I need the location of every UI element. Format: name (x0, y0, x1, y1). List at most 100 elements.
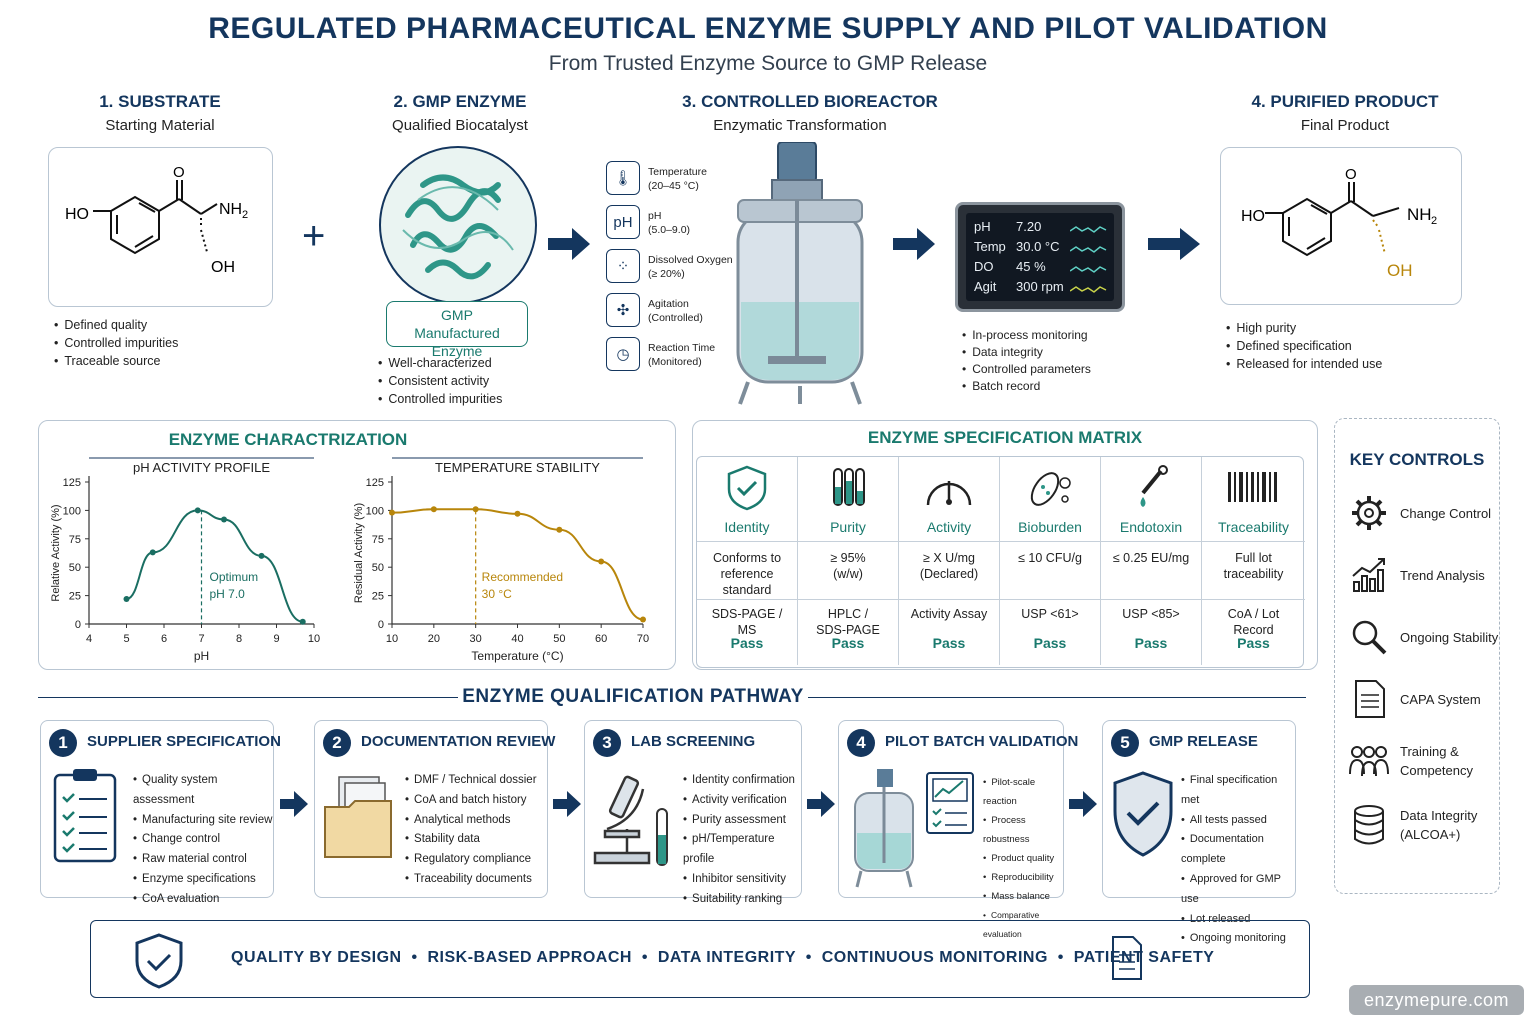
spec-col-endotoxin: Endotoxin ≤ 0.25 EU/mg USP <85> Pass (1101, 457, 1202, 665)
svg-text:HO: HO (65, 206, 89, 223)
product-molecule-card: O HO NH 2 OH (1220, 147, 1462, 305)
y-tick-label: 25 (372, 591, 384, 603)
shield-check-icon (135, 933, 183, 989)
key-control-data-integrity: Data Integrity (ALCOA+) (1348, 800, 1477, 850)
x-tick-label: 5 (123, 633, 129, 645)
stage-3-heading: 3. CONTROLLED BIOREACTOR (682, 92, 938, 111)
series-line (126, 509, 303, 623)
stage-4-heading: 4. PURIFIED PRODUCT (1251, 92, 1439, 111)
trend-icon (1352, 558, 1385, 592)
process-monitor: pH 7.20 Temp 30.0 °C DO 45 % Agit 300 rpm (955, 202, 1125, 312)
y-tick-label: 100 (63, 505, 81, 517)
data-point (221, 516, 227, 523)
spec-col-bioburden: Bioburden ≤ 10 CFU/g USP <61> Pass (1000, 457, 1101, 665)
x-axis-label: pH (194, 649, 209, 663)
svg-text:2: 2 (1431, 215, 1437, 227)
annotation-line-2: pH 7.0 (210, 587, 246, 601)
database-icon (1354, 805, 1384, 845)
chart-title: TEMPERATURE STABILITY (435, 460, 600, 475)
oxygen-icon: ⁘ (606, 249, 640, 283)
monitor-row-agit: Agit 300 rpm (974, 279, 1064, 294)
svg-text:NH: NH (219, 201, 242, 218)
key-control-change: Change Control (1348, 488, 1491, 538)
data-point (556, 526, 563, 533)
barcode-icon (1227, 472, 1277, 502)
microscope-icon (593, 775, 668, 866)
x-tick-label: 70 (637, 633, 649, 645)
watermark: enzymepure.com (1349, 985, 1524, 1015)
stage-1-sub: Starting Material (105, 117, 215, 134)
document-icon (1112, 936, 1142, 980)
y-tick-label: 50 (69, 562, 81, 574)
product-molecule-icon: O HO NH 2 OH (1241, 166, 1437, 280)
spec-col-identity: Identity Conforms to reference standard SD… (697, 457, 798, 665)
key-control-stability: Ongoing Stability (1348, 612, 1498, 662)
stage-3-sub: Enzymatic Transformation (713, 117, 887, 134)
enzyme-structure-icon (379, 146, 537, 304)
gauge-icon (926, 481, 972, 506)
ph-activity-chart: pH ACTIVITY PROFILE 0 25 50 75 100 125 4 5 6 7 8 9 10… (50, 457, 320, 663)
stage-3-bullets: In-process monitoringData integrityContr… (962, 327, 1091, 395)
result-pass: Pass (730, 635, 764, 651)
footer-banner: QUALITY BY DESIGN • RISK-BASED APPROACH … (90, 920, 1310, 998)
substrate-molecule-icon: O HO NH 2 OH (65, 164, 248, 276)
x-tick-label: 8 (236, 633, 242, 645)
monitor-row-temp: Temp 30.0 °C (974, 239, 1060, 254)
svg-text:HO: HO (1241, 208, 1265, 225)
y-axis-label: Residual Activity (%) (353, 503, 365, 603)
key-controls-panel (1334, 418, 1500, 894)
arrow-right-icon (1148, 228, 1200, 260)
spec-matrix-table: Identity Conforms to reference standard SD… (696, 456, 1305, 668)
spec-col-activity: Activity ≥ X U/mg (Declared) Activity Ass… (899, 457, 1000, 665)
checklist-clipboard-icon (53, 769, 117, 863)
stage-2-sub: Qualified Biocatalyst (392, 117, 528, 134)
gmp-manufactured-badge: GMP Manufactured Enzyme (386, 301, 528, 359)
y-tick-label: 75 (69, 534, 81, 546)
characterization-heading: ENZYME CHARACTRIZATION (168, 430, 408, 449)
svg-text:OH: OH (1387, 261, 1413, 280)
stage-2-bullets: Well-characterizedConsistent activityCon… (378, 354, 502, 408)
y-axis-label: Relative Activity (%) (50, 504, 62, 601)
annotation-line-1: Recommended (482, 570, 563, 584)
people-icon (1349, 746, 1389, 777)
characterization-panel (38, 420, 676, 670)
data-point (640, 616, 646, 623)
monitor-row-do: DO 45 % (974, 259, 1046, 274)
magnifier-icon (1352, 620, 1387, 655)
bioreactor-icon (736, 142, 864, 405)
data-point (389, 509, 395, 516)
y-tick-label: 0 (378, 619, 384, 631)
footer-banner-text: QUALITY BY DESIGN • RISK-BASED APPROACH … (231, 949, 1215, 966)
data-point (430, 506, 437, 513)
y-tick-label: 0 (75, 619, 81, 631)
x-axis-label: Temperature (°C) (471, 649, 563, 663)
thermometer-icon: 🌡 (606, 161, 640, 195)
spec-matrix-panel (692, 420, 1318, 670)
gear-icon (1352, 496, 1386, 530)
x-tick-label: 6 (161, 633, 167, 645)
temperature-stability-chart: TEMPERATURE STABILITY 0 25 50 75 100 125 10 20 30… (353, 457, 649, 663)
key-control-training: Training & Competency (1348, 736, 1473, 786)
stage-4-sub: Final Product (1300, 117, 1390, 134)
arrow-right-icon (548, 228, 590, 260)
x-tick-label: 60 (595, 633, 607, 645)
agitation-icon: ✣ (606, 293, 640, 327)
arrow-right-icon (553, 791, 581, 817)
x-tick-label: 30 (470, 633, 482, 645)
spec-col-traceability: Traceability Full lot traceability CoA / … (1202, 457, 1305, 665)
y-tick-label: 100 (366, 505, 384, 517)
microbe-icon (1030, 472, 1071, 506)
arrow-right-icon (893, 228, 935, 260)
data-point (514, 510, 521, 517)
ph-icon: pH (606, 205, 640, 239)
y-tick-label: 75 (372, 534, 384, 546)
dropper-icon (1140, 465, 1168, 507)
data-point (258, 552, 265, 559)
page-title: REGULATED PHARMACEUTICAL ENZYME SUPPLY A… (208, 12, 1328, 45)
mol-o-label: O (173, 164, 185, 181)
pilot-reactor-icon (854, 769, 914, 888)
